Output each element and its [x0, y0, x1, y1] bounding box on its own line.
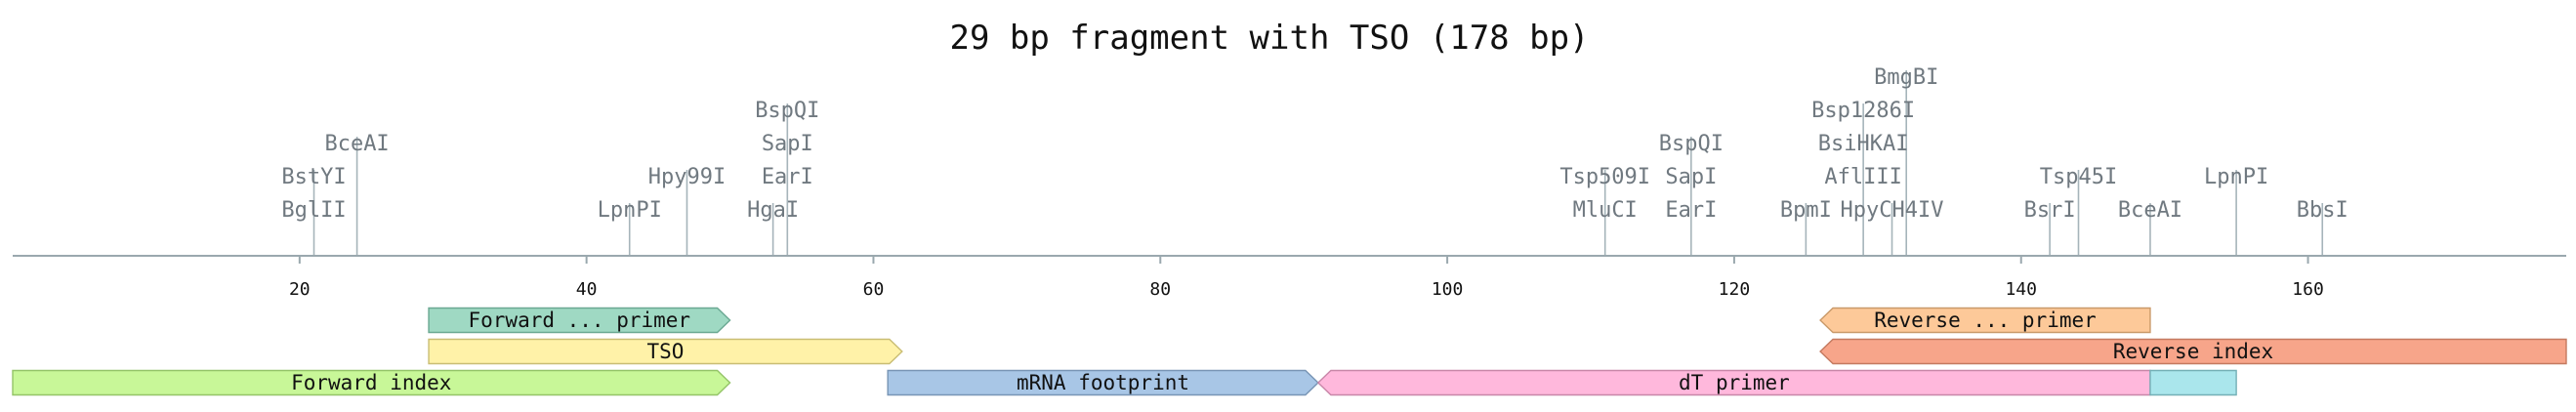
axis-tick-label: 100 — [1432, 279, 1464, 300]
feature-arrow — [428, 338, 903, 365]
feature-tso: TSO — [428, 338, 903, 365]
site-label: BpmI — [1780, 198, 1832, 223]
axis-ticks: 20 40 60 80 100 120 140 160 — [289, 256, 2324, 300]
axis-tick-label: 120 — [1719, 279, 1751, 300]
feature-label: Reverse index — [2113, 340, 2273, 363]
site-label: EarI — [762, 165, 813, 189]
feature-label: Forward ... primer — [469, 309, 691, 332]
site-label: BceAI — [2118, 198, 2182, 223]
feature-arrow — [1819, 338, 2567, 365]
feature-reverse-primer: Reverse ... primer — [1819, 307, 2151, 334]
axis-tick-label: 40 — [576, 279, 598, 300]
feature-label: dT primer — [1679, 371, 1790, 394]
site-label: BmgBI — [1874, 65, 1938, 90]
site-label: BglII — [281, 198, 346, 223]
feature-arrow — [887, 369, 1319, 396]
feature-dt-primer: dT primer — [1316, 369, 2151, 396]
site-label: AflIII — [1824, 165, 1901, 189]
axis-tick-label: 60 — [863, 279, 885, 300]
axis-tick-label: 140 — [2005, 279, 2037, 300]
feature-label: TSO — [646, 340, 684, 363]
map-title: 29 bp fragment with TSO (178 bp) — [949, 19, 1589, 58]
site-label: Bsp1286I — [1811, 99, 1915, 123]
sequence-features: Forward ... primer Reverse ... primer TSO R… — [12, 307, 2567, 396]
site-label: HgaI — [747, 198, 799, 223]
site-label: MluCI — [1573, 198, 1638, 223]
feature-forward-primer: Forward ... primer — [428, 307, 731, 334]
site-label: BspQI — [755, 99, 819, 123]
feature-arrow — [1819, 307, 2151, 334]
site-label: BstYI — [281, 165, 346, 189]
site-label: SapI — [1665, 165, 1717, 189]
site-label: BceAI — [324, 132, 389, 156]
site-label: SapI — [762, 132, 813, 156]
site-label: BspQI — [1659, 132, 1724, 156]
feature-arrow — [1316, 369, 2151, 396]
site-label: BsiHKAI — [1818, 132, 1909, 156]
site-label: Tsp509I — [1559, 165, 1650, 189]
site-label: EarI — [1665, 198, 1717, 223]
site-label: LpnPI — [598, 198, 662, 223]
axis-tick-label: 20 — [289, 279, 311, 300]
feature-arrow — [428, 307, 731, 334]
feature-forward-index: Forward index — [12, 369, 731, 396]
site-label: HpyCH4IV — [1841, 198, 1944, 223]
feature-reverse-index: Reverse index — [1819, 338, 2567, 365]
feature-label: Forward index — [291, 371, 451, 394]
feature-segment — [2149, 369, 2237, 396]
feature-label: Reverse ... primer — [1874, 309, 2097, 332]
feature-arrow — [2149, 369, 2237, 396]
site-label: Tsp45I — [2040, 165, 2117, 189]
site-label: LpnPI — [2204, 165, 2268, 189]
site-label: BbsI — [2297, 198, 2348, 223]
feature-label: mRNA footprint — [1017, 371, 1189, 394]
axis-tick-label: 160 — [2292, 279, 2324, 300]
feature-mrna-footprint: mRNA footprint — [887, 369, 1319, 396]
restriction-sites: BglII BstYI BceAI LpnPI Hpy99I HgaI EarI SapI Bs… — [281, 65, 2348, 256]
axis-tick-label: 80 — [1149, 279, 1171, 300]
feature-arrow — [12, 369, 731, 396]
site-label: Hpy99I — [648, 165, 726, 189]
site-label: BsrI — [2024, 198, 2076, 223]
